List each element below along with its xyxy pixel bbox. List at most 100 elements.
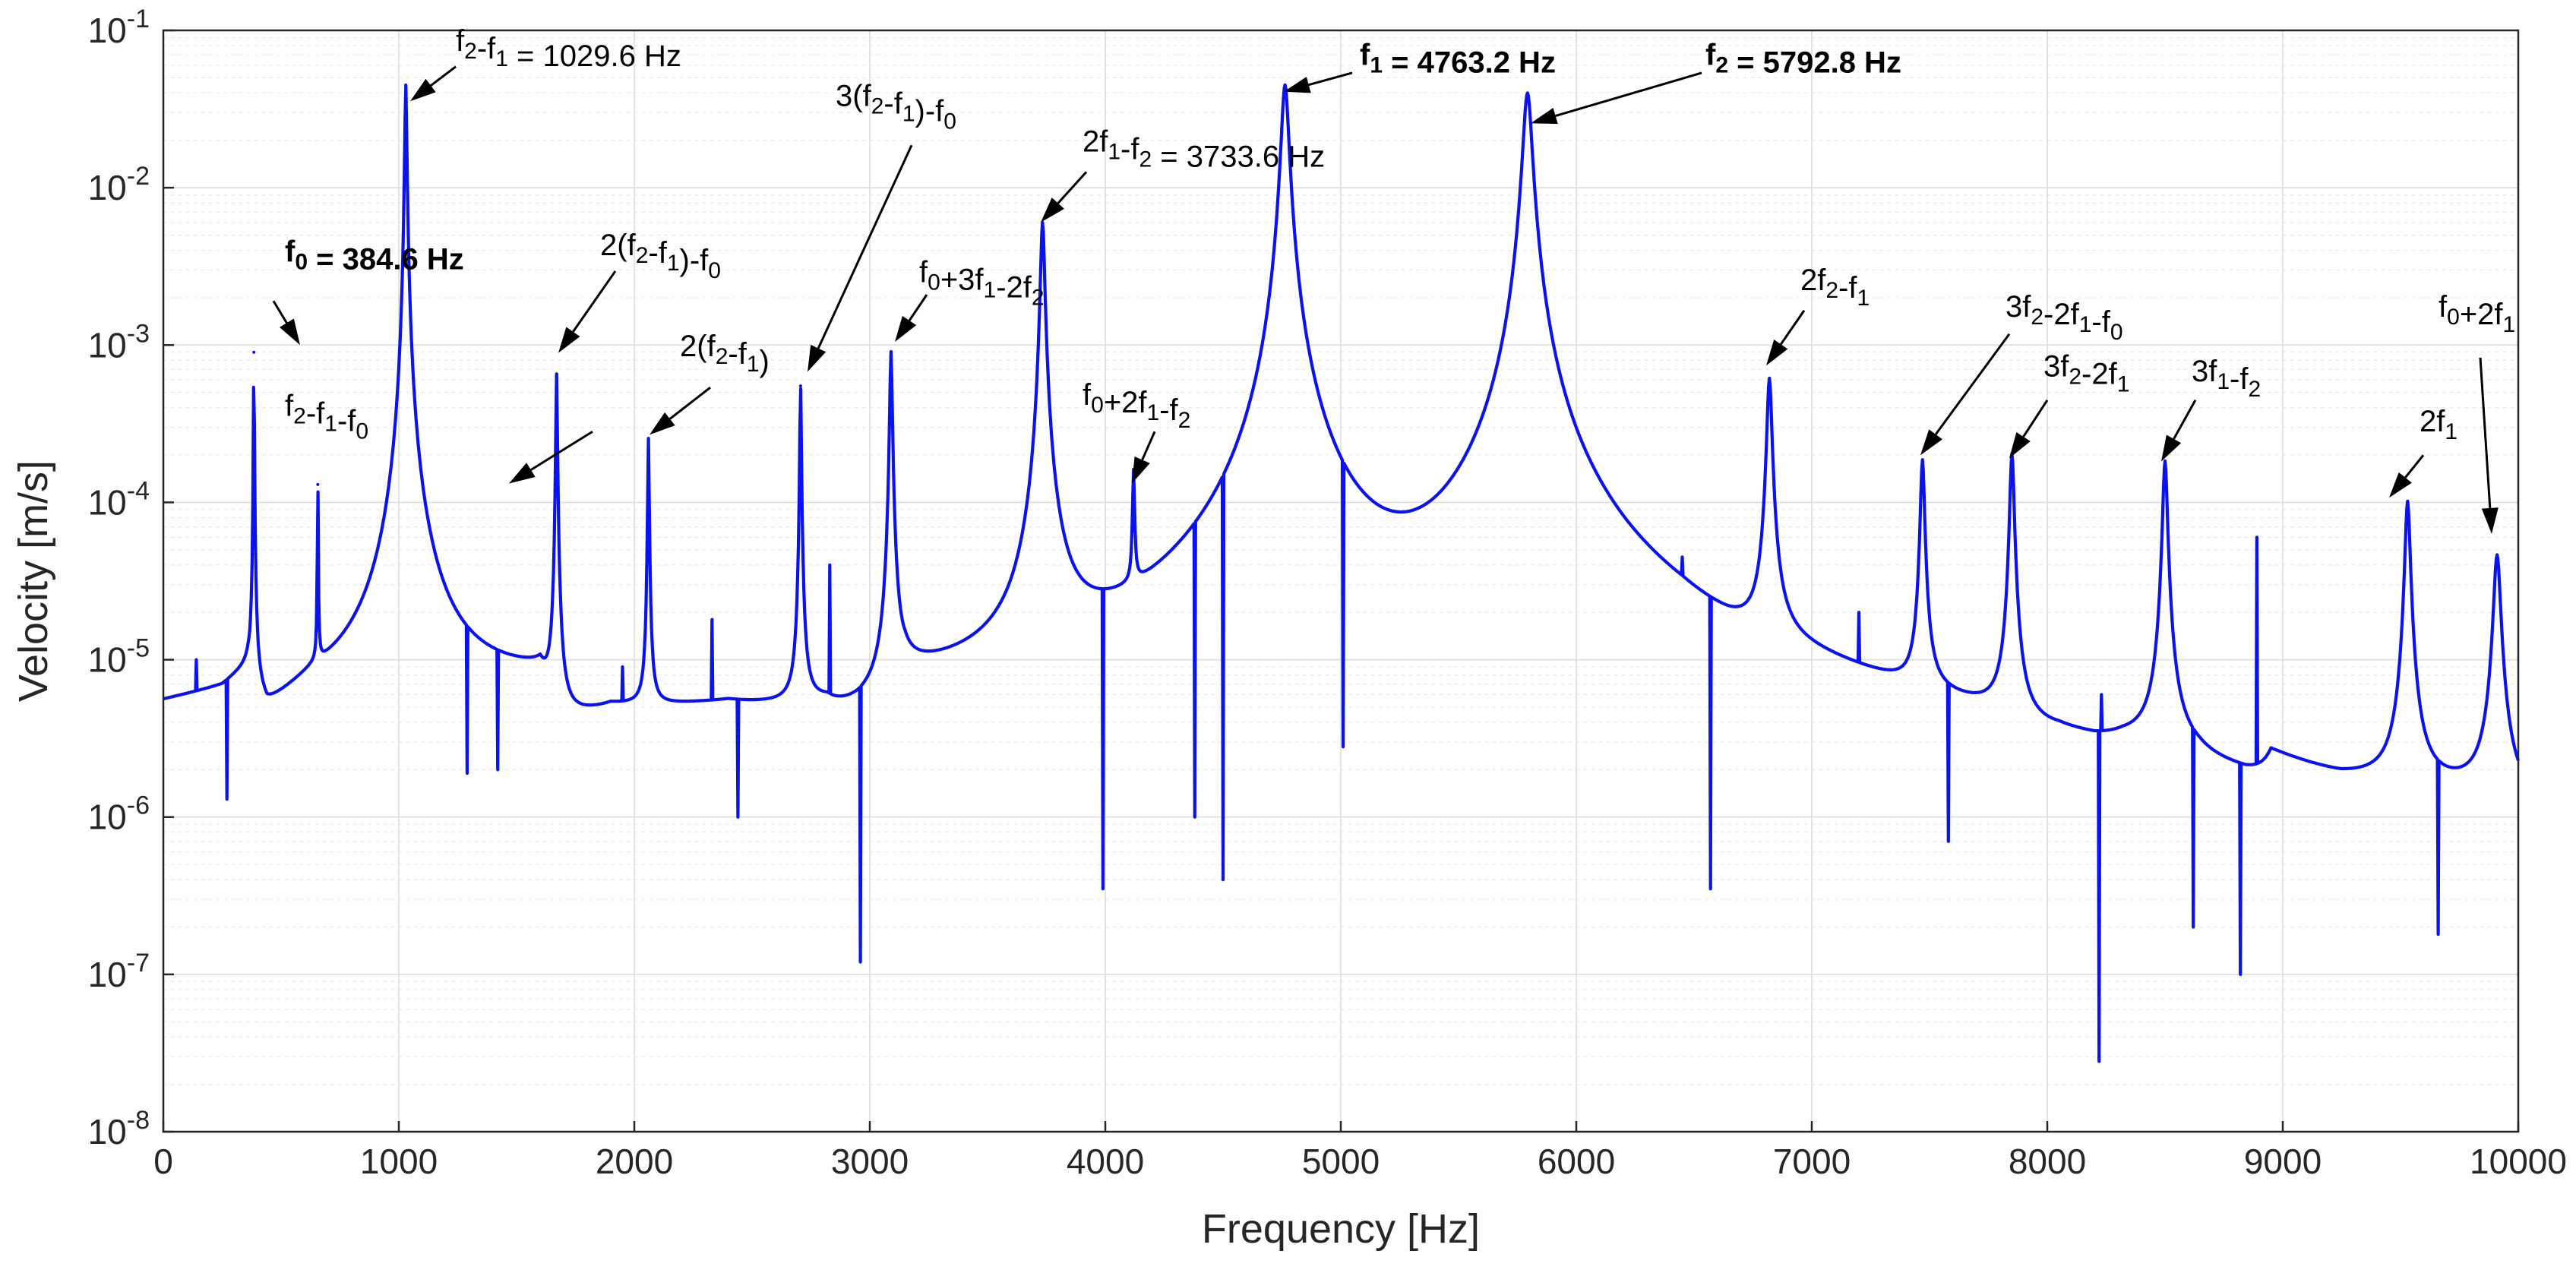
annotation-label: f0+2f1: [2439, 290, 2515, 337]
annotation-arrow-head: [558, 327, 580, 353]
peak-point: [1283, 83, 1287, 87]
annotation-label: f2 = 5792.8 Hz: [1705, 39, 1901, 80]
major-gridlines: [163, 30, 2519, 1132]
peak-point: [798, 384, 802, 388]
annotation-arrow-head: [280, 318, 300, 346]
x-tick-label: 6000: [1538, 1142, 1615, 1181]
y-tick-label: 10-3: [88, 319, 150, 365]
annotation-label: 3f2-2f1-f0: [2005, 290, 2123, 345]
annotation-arrow-head: [1132, 456, 1150, 484]
annotation-label: 2(f2-f1)-f0: [600, 229, 721, 283]
peak-annotation: f2-f1-f0: [285, 390, 593, 484]
annotation-arrow-head: [1284, 77, 1311, 93]
peak-point: [1041, 221, 1045, 225]
annotation-label: f2-f1 = 1029.6 Hz: [456, 24, 681, 73]
x-tick-label: 2000: [596, 1142, 673, 1181]
annotation-arrow-line: [1780, 309, 1806, 346]
annotation-arrow-head: [1766, 339, 1788, 366]
annotation-arrow-line: [1555, 71, 1702, 118]
annotation-arrow-line: [2173, 400, 2197, 440]
peak-annotation: f2 = 5792.8 Hz: [1531, 39, 1901, 125]
y-axis-ticks: 10-8 10-7 10-6 10-5 10-4 10-3 10-2 10-1: [88, 5, 174, 1151]
peak-point: [555, 373, 558, 377]
y-tick-label: 10-2: [88, 162, 150, 207]
annotation-label: f1 = 4763.2 Hz: [1360, 39, 1556, 80]
y-tick-label: 10-4: [88, 476, 150, 522]
series-layer: [162, 83, 2520, 1063]
peak-point: [646, 437, 650, 441]
peak-annotation: 2(f2-f1): [650, 330, 770, 435]
peak-annotation: 3f2-2f1: [2009, 350, 2129, 459]
peak-annotation: 2f1-f2 = 3733.6 Hz: [1041, 125, 1325, 223]
x-tick-label: 3000: [831, 1142, 909, 1181]
x-axis-ticks: 0 1000 2000 3000 4000 5000 6000 7000 8000 9000 100…: [153, 1121, 2567, 1181]
peak-point: [1768, 378, 1772, 382]
annotation-label: 2f1: [2420, 405, 2457, 444]
peak-point: [2406, 501, 2410, 504]
annotation-label: f0 = 384.6 Hz: [285, 235, 464, 276]
x-tick-label: 9000: [2244, 1142, 2322, 1181]
peak-annotation: f0 = 384.6 Hz: [272, 235, 464, 346]
peak-point: [2164, 460, 2167, 464]
annotation-label: 2f2-f1: [1800, 264, 1870, 311]
x-tick-label: 1000: [360, 1142, 438, 1181]
annotation-label: f0+2f1-f2: [1083, 378, 1190, 433]
annotation-arrow-head: [509, 463, 536, 484]
x-tick-label: 8000: [2009, 1142, 2086, 1181]
peak-annotation: 3(f2-f1)-f0: [808, 79, 956, 372]
peak-annotation: f2-f1 = 1029.6 Hz: [410, 24, 681, 102]
annotation-label: 3f2-2f1: [2043, 350, 2129, 397]
peak-annotation: f1 = 4763.2 Hz: [1284, 39, 1556, 93]
annotation-arrow-line: [272, 300, 288, 324]
x-tick-label: 0: [153, 1142, 173, 1181]
annotation-label: f0+3f1-2f2: [919, 255, 1045, 310]
peak-annotation: f0+3f1-2f2: [895, 255, 1045, 343]
annotation-arrow-head: [650, 412, 675, 435]
annotation-arrow-head: [1041, 197, 1064, 223]
peak-annotations: f0 = 384.6 Hz f2-f1-f0 f2-f1 = 1029.6 Hz 2(…: [272, 24, 2515, 534]
annotation-arrow-line: [2404, 454, 2425, 479]
annotation-arrow-line: [1934, 333, 2011, 435]
annotation-arrow-head: [895, 315, 917, 343]
annotation-arrow-line: [530, 430, 593, 471]
annotation-arrow-head: [2161, 434, 2182, 462]
annotation-arrow-head: [2009, 431, 2031, 459]
peak-annotation: 2(f2-f1)-f0: [558, 229, 721, 353]
annotation-arrow-line: [908, 294, 928, 321]
annotation-arrow-line: [668, 387, 711, 420]
peak-point: [252, 350, 256, 354]
annotation-arrow-line: [572, 270, 617, 333]
annotation-arrow-head: [410, 78, 436, 102]
x-tick-label: 10000: [2470, 1142, 2567, 1181]
peak-annotation: 3f2-2f1-f0: [1920, 290, 2123, 456]
annotation-arrow-head: [2389, 472, 2412, 498]
annotation-arrow-line: [1308, 71, 1353, 87]
peak-point: [889, 350, 893, 354]
annotation-arrow-line: [2022, 399, 2049, 437]
annotation-label: 2f1-f2 = 3733.6 Hz: [1083, 125, 1325, 174]
annotation-arrow-line: [2479, 357, 2492, 509]
peak-point: [1132, 482, 1136, 486]
peak-annotation: 2f2-f1: [1766, 264, 1870, 366]
annotation-arrow-line: [430, 65, 457, 87]
annotation-label: 3(f2-f1)-f0: [836, 79, 956, 134]
peak-point: [404, 83, 408, 87]
annotation-arrow-head: [1531, 108, 1558, 125]
y-tick-label: 10-6: [88, 791, 150, 837]
x-axis-label: Frequency [Hz]: [1202, 1206, 1480, 1252]
peak-point: [1920, 460, 1924, 464]
peak-annotation: 2f1: [2389, 405, 2457, 498]
annotation-arrow-head: [1920, 429, 1942, 456]
annotation-arrow-head: [808, 345, 827, 372]
y-tick-label: 10-5: [88, 634, 150, 680]
peak-point: [316, 482, 320, 486]
annotation-arrow-head: [2481, 507, 2499, 534]
peak-point: [2495, 555, 2499, 559]
peak-annotation: f0+2f1: [2439, 290, 2515, 534]
annotation-arrow-line: [1141, 431, 1156, 461]
y-tick-label: 10-7: [88, 949, 150, 994]
annotation-label: 3f1-f2: [2192, 355, 2261, 402]
peak-point: [1525, 91, 1529, 95]
velocity-series-line: [162, 83, 2520, 1063]
